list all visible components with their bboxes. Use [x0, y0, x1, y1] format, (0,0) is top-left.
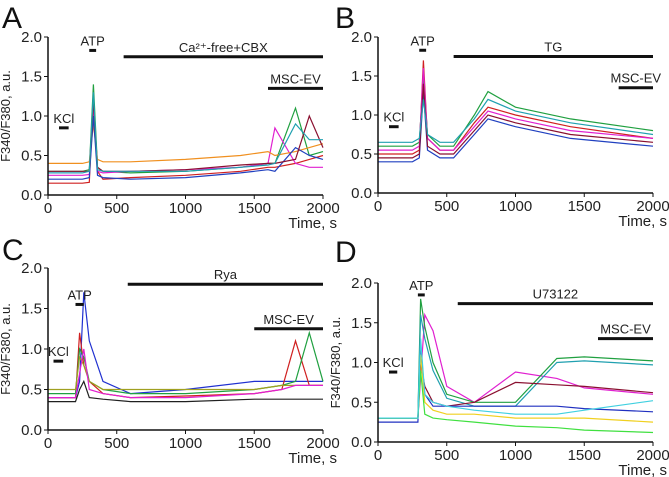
stimulus-label: U73122 [533, 287, 579, 302]
panel-letter: D [335, 236, 357, 269]
trace-line [48, 330, 324, 395]
x-tick-label: 1000 [169, 435, 202, 452]
y-tick-label: 2.0 [21, 29, 42, 46]
stimulus-label: KCl [48, 344, 69, 359]
trace-line [48, 379, 323, 403]
x-axis-label: Time, s [618, 462, 667, 477]
stimulus-label: MSC-EV [600, 322, 651, 337]
panel-letter: C [2, 234, 24, 267]
y-axis-label: F340/F380, a.u. [0, 303, 13, 395]
trace-line [378, 98, 654, 143]
stimulus-label: KCl [383, 110, 404, 125]
stimulus-label: KCl [383, 355, 404, 370]
x-tick-label: 1500 [238, 200, 271, 217]
x-tick-label: 500 [434, 447, 459, 464]
y-tick-label: 2.0 [351, 275, 372, 292]
x-tick-label: 500 [104, 435, 129, 452]
stimulus-label: MSC-EV [270, 71, 321, 86]
x-tick-label: 2000 [306, 200, 339, 217]
stimulus-label: KCl [53, 111, 74, 126]
x-axis-label: Time, s [288, 215, 337, 232]
stimulus-label: Rya [214, 267, 238, 282]
x-tick-label: 1000 [499, 447, 532, 464]
y-tick-label: 2.0 [21, 260, 42, 277]
stimulus-label: TG [544, 40, 562, 55]
trace-line [378, 75, 654, 147]
stimulus-label: ATP [81, 33, 105, 48]
y-tick-label: 0.5 [21, 148, 42, 165]
y-tick-label: 1.0 [351, 355, 372, 372]
trace-line [378, 370, 654, 434]
stimulus-label: Ca²⁺-free+CBX [179, 40, 268, 55]
trace-line [48, 92, 323, 174]
y-tick-label: 0.5 [21, 382, 42, 399]
trace-line [48, 355, 323, 391]
x-axis-label: Time, s [288, 450, 337, 467]
x-tick-label: 500 [104, 200, 129, 217]
y-tick-label: 2.0 [351, 29, 372, 46]
panel-b: B 0 500 1000 1500 2000 0.0 0.5 1.0 1.5 2.0 Time, s K… [335, 2, 669, 230]
y-tick-label: 1.5 [351, 68, 372, 85]
stimulus-label: MSC-EV [611, 71, 662, 86]
y-tick-label: 1.0 [351, 107, 372, 124]
trace-line [378, 91, 654, 163]
x-tick-label: 0 [44, 200, 52, 217]
trace-line [378, 338, 654, 419]
y-tick-label: 0.0 [21, 422, 42, 439]
panel-letter: A [2, 2, 22, 35]
y-tick-label: 0.5 [351, 146, 372, 163]
y-tick-label: 0.0 [351, 434, 372, 451]
x-axis-label: Time, s [618, 213, 667, 230]
x-tick-label: 0 [374, 198, 382, 215]
panel-c: C 0 500 1000 1500 2000 0.0 0.5 1.0 1.5 2.0 Time, s F… [0, 234, 340, 467]
x-tick-label: 1500 [238, 435, 271, 452]
stimulus-label: MSC-EV [263, 312, 314, 327]
trace-line [48, 348, 323, 399]
stimulus-label: ATP [409, 278, 433, 293]
x-tick-label: 500 [434, 198, 459, 215]
y-axis-label: F340/F380, a.u. [0, 70, 13, 162]
x-tick-label: 2000 [636, 447, 669, 464]
y-tick-label: 0.5 [351, 394, 372, 411]
trace-line [378, 83, 654, 159]
panel-d: D 0 500 1000 1500 2000 0.0 0.5 1.0 1.5 2.0 Time, s F… [328, 236, 669, 477]
y-tick-label: 1.0 [21, 341, 42, 358]
y-axis-label: F340/F380, a.u. [328, 317, 343, 409]
x-tick-label: 0 [44, 435, 52, 452]
panel-letter: B [335, 2, 355, 35]
stimulus-label: ATP [67, 287, 91, 302]
x-tick-label: 2000 [636, 198, 669, 215]
trace-line [378, 68, 654, 151]
x-tick-label: 2000 [306, 435, 339, 452]
x-tick-label: 1500 [568, 198, 601, 215]
y-tick-label: 1.0 [21, 108, 42, 125]
x-tick-label: 1000 [169, 200, 202, 217]
y-tick-label: 1.5 [21, 301, 42, 318]
x-tick-label: 1500 [568, 447, 601, 464]
y-tick-label: 1.5 [351, 315, 372, 332]
x-tick-label: 1000 [499, 198, 532, 215]
panel-a: A 0 500 1000 1500 2000 0.0 0.5 1.0 1.5 2.0 Time, s F… [0, 2, 340, 232]
y-tick-label: 0.0 [351, 185, 372, 202]
stimulus-label: ATP [411, 33, 435, 48]
x-tick-label: 0 [374, 447, 382, 464]
y-tick-label: 0.0 [21, 187, 42, 204]
y-tick-label: 1.5 [21, 69, 42, 86]
